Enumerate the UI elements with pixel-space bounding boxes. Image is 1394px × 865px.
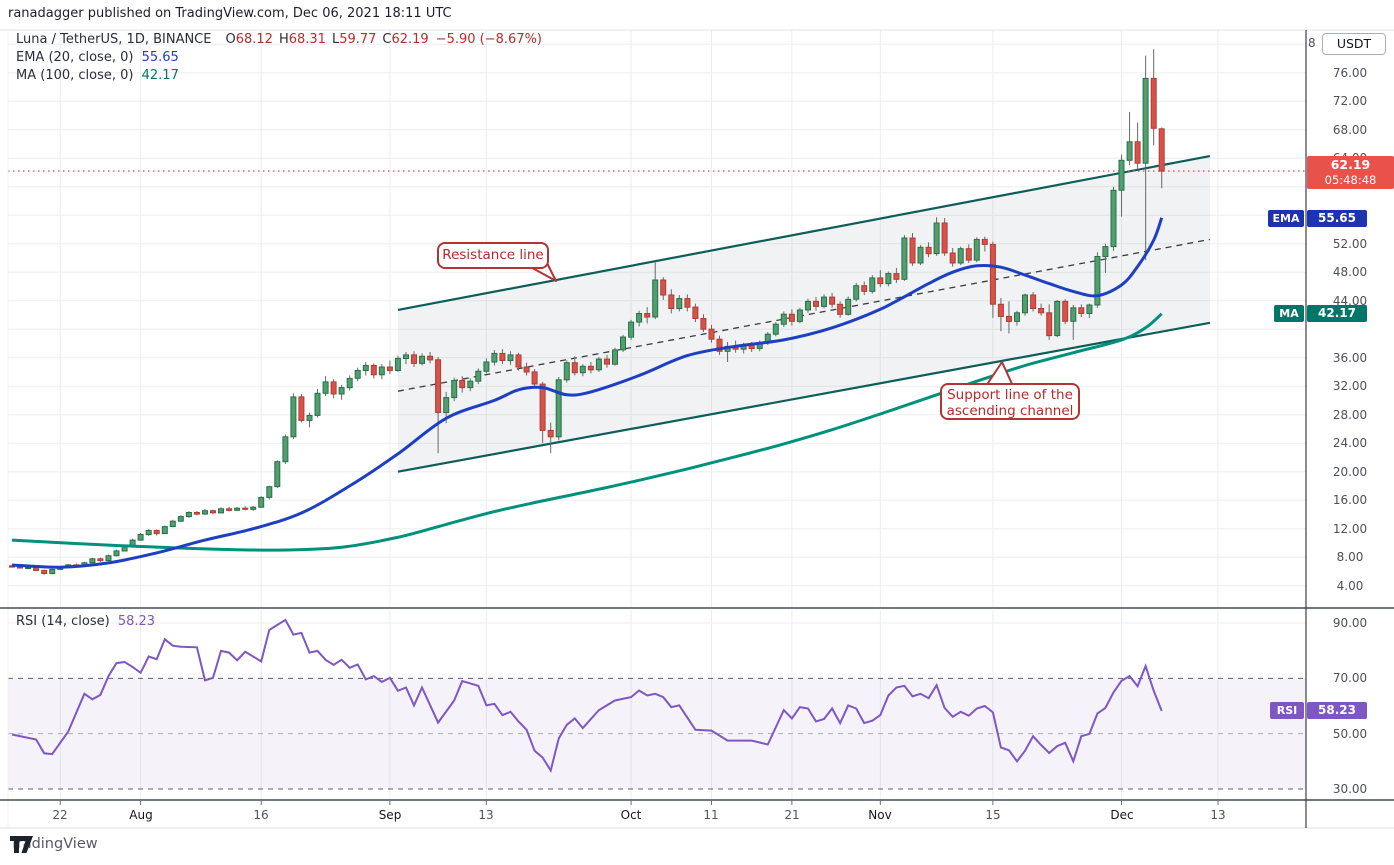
ema-axis-chip: EMA <box>1268 210 1304 227</box>
rsi-tick-label: 30.00 <box>1332 782 1368 796</box>
rsi-tick-label: 70.00 <box>1332 671 1368 685</box>
rsi-axis-chip: RSI <box>1270 702 1304 719</box>
price-tick-label: 76.00 <box>1332 66 1368 80</box>
ohlc-values: O68.12 H68.31 L59.77 C62.19 −5.90 (−8.67%) <box>225 32 543 47</box>
bar-countdown: 05:48:48 <box>1324 173 1377 187</box>
rsi-legend-label: RSI (14, close) <box>16 614 110 629</box>
resistance-trendline[interactable] <box>397 154 1211 312</box>
published-text: ranadagger published on TradingView.com,… <box>8 6 452 21</box>
support-line-callout[interactable]: Support line of the ascending channel <box>940 383 1080 420</box>
symbol-legend-row[interactable]: Luna / TetherUS, 1D, BINANCE O68.12 H68.31… <box>16 32 542 47</box>
support-callout-tail <box>985 361 1014 387</box>
resistance-line-callout[interactable]: Resistance line <box>437 242 549 269</box>
price-tick-label: 12.00 <box>1332 522 1368 536</box>
support-callout-line1: Support line of the <box>947 387 1073 403</box>
price-tick-label: 24.00 <box>1332 436 1368 450</box>
tradingview-logo-icon <box>10 836 33 853</box>
last-price-badge: 62.19 05:48:48 <box>1307 156 1394 189</box>
time-tick-label: 21 <box>784 808 800 822</box>
time-tick-label: Nov <box>868 808 892 822</box>
price-tick-label: 20.00 <box>1332 465 1368 479</box>
main-gridlines <box>8 30 1306 800</box>
rsi-line[interactable] <box>11 618 1163 774</box>
ema-axis-value: 55.65 <box>1307 210 1367 227</box>
time-tick-label: 13 <box>1210 808 1226 822</box>
rsi-legend-row[interactable]: RSI (14, close) 58.23 <box>16 614 155 629</box>
symbol-title[interactable]: Luna / TetherUS, 1D, BINANCE <box>16 32 212 47</box>
ema-legend-row[interactable]: EMA (20, close, 0) 55.65 <box>16 50 179 65</box>
channel-fill <box>397 156 1210 472</box>
price-tick-label: 8.00 <box>1336 550 1364 564</box>
ma100-line[interactable] <box>11 312 1163 552</box>
tradingview-logo-text: TradingView <box>10 836 98 852</box>
price-tick-label: 28.00 <box>1332 408 1368 422</box>
rsi-legend-value: 58.23 <box>117 614 156 629</box>
time-tick-label: Oct <box>620 808 642 822</box>
clipped-price-label: 8 <box>1308 36 1316 50</box>
price-tick-label: 16.00 <box>1332 493 1368 507</box>
price-tick-label: 72.00 <box>1332 94 1368 108</box>
rsi-tick-label: 50.00 <box>1332 727 1368 741</box>
time-tick-label: Sep <box>378 808 402 822</box>
time-tick-label: 13 <box>478 808 494 822</box>
ma-legend-label: MA (100, close, 0) <box>16 68 134 83</box>
tradingview-logo[interactable]: TradingView <box>10 836 98 853</box>
time-tick-label: Dec <box>1110 808 1134 822</box>
rsi-axis-value: 58.23 <box>1307 702 1367 719</box>
candles-layer <box>9 49 1165 575</box>
time-tick-label: 15 <box>985 808 1001 822</box>
rsi-tick-label: 90.00 <box>1332 616 1368 630</box>
ema-legend-label: EMA (20, close, 0) <box>16 50 134 65</box>
support-trendline[interactable] <box>397 321 1211 473</box>
ma-legend-row[interactable]: MA (100, close, 0) 42.17 <box>16 68 179 83</box>
price-tick-label: 52.00 <box>1332 237 1368 251</box>
resistance-callout-text: Resistance line <box>442 247 544 263</box>
currency-toggle-button[interactable]: USDT <box>1322 33 1386 55</box>
price-tick-label: 48.00 <box>1332 265 1368 279</box>
ema-legend-value: 55.65 <box>141 50 179 65</box>
published-header: ranadagger published on TradingView.com,… <box>8 6 452 21</box>
price-tick-label: 4.00 <box>1336 579 1364 593</box>
ema20-line[interactable] <box>11 217 1164 569</box>
ma-axis-chip: MA <box>1274 305 1304 322</box>
last-price-value: 62.19 <box>1330 157 1371 172</box>
time-tick-label: 22 <box>52 808 68 822</box>
time-tick-label: Aug <box>129 808 153 822</box>
ma-legend-value: 42.17 <box>141 68 179 83</box>
ma-axis-value: 42.17 <box>1307 305 1367 322</box>
time-tick-label: 11 <box>703 808 719 822</box>
support-callout-line2: ascending channel <box>946 403 1074 419</box>
price-tick-label: 32.00 <box>1332 379 1368 393</box>
price-tick-label: 68.00 <box>1332 123 1368 137</box>
price-tick-label: 36.00 <box>1332 351 1368 365</box>
price-tick-label: 44.00 <box>1332 294 1368 308</box>
channel-midline[interactable] <box>397 238 1211 392</box>
change-value: −5.90 (−8.67%) <box>435 32 543 47</box>
time-tick-label: 16 <box>253 808 269 822</box>
